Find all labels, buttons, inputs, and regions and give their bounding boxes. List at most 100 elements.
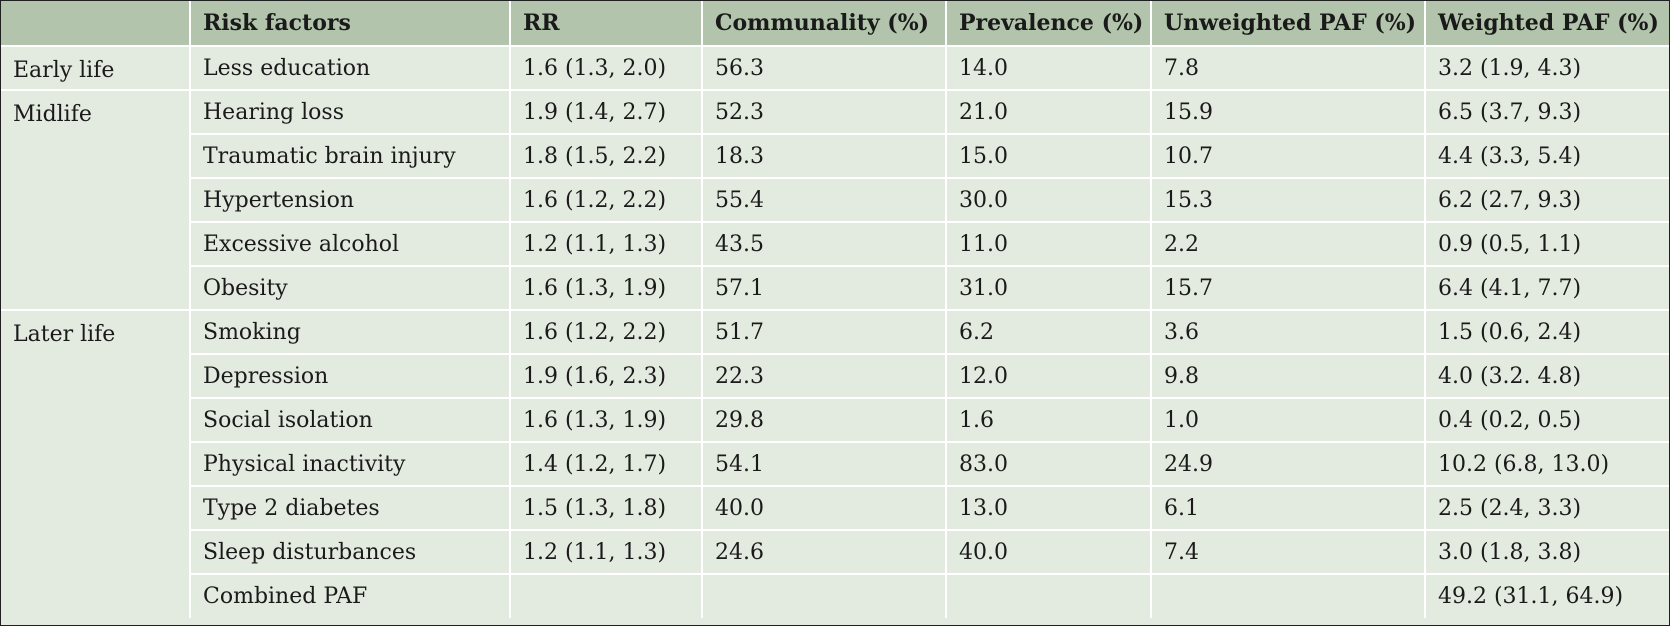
communality-cell: 51.7 bbox=[702, 310, 947, 355]
communality-cell: 52.3 bbox=[702, 90, 947, 135]
table-row: Type 2 diabetes 1.5 (1.3, 1.8) 40.0 13.0 6.1… bbox=[1, 486, 1669, 531]
prevalence-cell: 40.0 bbox=[946, 530, 1152, 575]
prevalence-cell: 21.0 bbox=[946, 90, 1152, 135]
weighted-paf-cell: 4.0 (3.2. 4.8) bbox=[1425, 354, 1669, 399]
unweighted-paf-cell: 3.6 bbox=[1151, 310, 1426, 355]
weighted-paf-cell: 6.2 (2.7, 9.3) bbox=[1425, 178, 1669, 223]
communality-cell: 57.1 bbox=[702, 266, 947, 311]
risk-factor-cell: Depression bbox=[190, 354, 511, 399]
risk-factor-cell: Traumatic brain injury bbox=[190, 134, 511, 179]
life-stage-cell bbox=[1, 574, 191, 618]
unweighted-paf-cell: 15.7 bbox=[1151, 266, 1426, 311]
table-row: Early life Less education 1.6 (1.3, 2.0) 56… bbox=[1, 46, 1669, 91]
risk-factor-cell: Type 2 diabetes bbox=[190, 486, 511, 531]
header-rr: RR bbox=[510, 1, 703, 47]
prevalence-cell: 15.0 bbox=[946, 134, 1152, 179]
table-row: Depression 1.9 (1.6, 2.3) 22.3 12.0 9.8 4.0 (… bbox=[1, 354, 1669, 399]
communality-cell: 43.5 bbox=[702, 222, 947, 267]
risk-factor-cell: Physical inactivity bbox=[190, 442, 511, 487]
weighted-paf-cell: 6.5 (3.7, 9.3) bbox=[1425, 90, 1669, 135]
life-stage-cell: Midlife bbox=[1, 90, 191, 134]
prevalence-cell: 12.0 bbox=[946, 354, 1152, 399]
communality-cell: 29.8 bbox=[702, 398, 947, 443]
weighted-paf-cell: 6.4 (4.1, 7.7) bbox=[1425, 266, 1669, 311]
rr-cell: 1.6 (1.2, 2.2) bbox=[510, 310, 703, 355]
table-row: Combined PAF 49.2 (31.1, 64.9) bbox=[1, 574, 1669, 618]
table-row: Excessive alcohol 1.2 (1.1, 1.3) 43.5 11.0 2… bbox=[1, 222, 1669, 267]
risk-factor-cell: Obesity bbox=[190, 266, 511, 311]
header-risk-factors: Risk factors bbox=[190, 1, 511, 47]
communality-cell: 24.6 bbox=[702, 530, 947, 575]
weighted-paf-cell: 49.2 (31.1, 64.9) bbox=[1438, 584, 1624, 609]
risk-factor-cell: Smoking bbox=[190, 310, 511, 355]
communality-cell: 40.0 bbox=[702, 486, 947, 531]
rr-cell: 1.2 (1.1, 1.3) bbox=[510, 530, 703, 575]
weighted-paf-cell: 0.9 (0.5, 1.1) bbox=[1425, 222, 1669, 267]
rr-cell: 1.6 (1.2, 2.2) bbox=[510, 178, 703, 223]
communality-cell: 18.3 bbox=[702, 134, 947, 179]
life-stage-cell bbox=[1, 530, 191, 574]
prevalence-cell bbox=[946, 574, 1152, 618]
unweighted-paf-cell: 7.8 bbox=[1151, 46, 1426, 91]
rr-cell: 1.8 (1.5, 2.2) bbox=[510, 134, 703, 179]
unweighted-paf-cell: 9.8 bbox=[1151, 354, 1426, 399]
prevalence-cell: 31.0 bbox=[946, 266, 1152, 311]
table-row: Traumatic brain injury 1.8 (1.5, 2.2) 18.3… bbox=[1, 134, 1669, 179]
rr-cell: 1.4 (1.2, 1.7) bbox=[510, 442, 703, 487]
header-unweighted-paf: Unweighted PAF (%) bbox=[1151, 1, 1426, 47]
rr-cell bbox=[510, 574, 703, 618]
prevalence-cell: 14.0 bbox=[946, 46, 1152, 91]
life-stage-cell bbox=[1, 486, 191, 530]
rr-cell: 1.6 (1.3, 1.9) bbox=[510, 266, 703, 311]
unweighted-paf-cell bbox=[1151, 574, 1426, 618]
risk-factor-cell: Sleep disturbances bbox=[190, 530, 511, 575]
header-communality: Communality (%) bbox=[702, 1, 947, 47]
communality-cell: 54.1 bbox=[702, 442, 947, 487]
rr-cell: 1.9 (1.4, 2.7) bbox=[510, 90, 703, 135]
weighted-paf-cell: 4.4 (3.3, 5.4) bbox=[1425, 134, 1669, 179]
unweighted-paf-cell: 15.3 bbox=[1151, 178, 1426, 223]
risk-factor-cell: Excessive alcohol bbox=[190, 222, 511, 267]
risk-factor-cell: Hypertension bbox=[190, 178, 511, 223]
table-row: Later life Smoking 1.6 (1.2, 2.2) 51.7 6.2 3.… bbox=[1, 310, 1669, 355]
prevalence-cell: 11.0 bbox=[946, 222, 1152, 267]
unweighted-paf-cell: 2.2 bbox=[1151, 222, 1426, 267]
risk-factor-cell: Less education bbox=[190, 46, 511, 91]
header-life-stage bbox=[1, 1, 191, 47]
rr-cell: 1.9 (1.6, 2.3) bbox=[510, 354, 703, 399]
weighted-paf-cell: 3.0 (1.8, 3.8) bbox=[1425, 530, 1669, 575]
unweighted-paf-cell: 10.7 bbox=[1151, 134, 1426, 179]
table-header-row: Risk factors RR Communality (%) Prevalen… bbox=[1, 1, 1669, 47]
table-body: Early life Less education 1.6 (1.3, 2.0) 56… bbox=[1, 46, 1669, 618]
communality-cell: 56.3 bbox=[702, 46, 947, 91]
table-row: Obesity 1.6 (1.3, 1.9) 57.1 31.0 15.7 6.4 (4.… bbox=[1, 266, 1669, 311]
life-stage-cell bbox=[1, 178, 191, 222]
rr-cell: 1.2 (1.1, 1.3) bbox=[510, 222, 703, 267]
unweighted-paf-cell: 6.1 bbox=[1151, 486, 1426, 531]
risk-factor-cell: Hearing loss bbox=[190, 90, 511, 135]
table-row: Social isolation 1.6 (1.3, 1.9) 29.8 1.6 1.0… bbox=[1, 398, 1669, 443]
prevalence-cell: 6.2 bbox=[946, 310, 1152, 355]
life-stage-cell: Early life bbox=[1, 46, 191, 91]
risk-factor-cell: Combined PAF bbox=[190, 574, 511, 618]
weighted-paf-cell: 10.2 (6.8, 13.0) bbox=[1425, 442, 1669, 487]
life-stage-cell bbox=[1, 442, 191, 486]
unweighted-paf-cell: 7.4 bbox=[1151, 530, 1426, 575]
unweighted-paf-cell: 24.9 bbox=[1151, 442, 1426, 487]
weighted-paf-cell: 0.4 (0.2, 0.5) bbox=[1425, 398, 1669, 443]
weighted-paf-cell: 1.5 (0.6, 2.4) bbox=[1425, 310, 1669, 355]
header-weighted-paf: Weighted PAF (%) bbox=[1425, 1, 1669, 47]
prevalence-cell: 1.6 bbox=[946, 398, 1152, 443]
table-row: Hypertension 1.6 (1.2, 2.2) 55.4 30.0 15.3 6.… bbox=[1, 178, 1669, 223]
life-stage-cell bbox=[1, 134, 191, 178]
life-stage-cell bbox=[1, 354, 191, 398]
weighted-paf-cell: 3.2 (1.9, 4.3) bbox=[1425, 46, 1669, 91]
table-row: Sleep disturbances 1.2 (1.1, 1.3) 24.6 40.0… bbox=[1, 530, 1669, 575]
communality-cell bbox=[702, 574, 947, 618]
rr-cell: 1.6 (1.3, 1.9) bbox=[510, 398, 703, 443]
communality-cell: 55.4 bbox=[702, 178, 947, 223]
weighted-paf-cell: 2.5 (2.4, 3.3) bbox=[1425, 486, 1669, 531]
life-stage-cell: Later life bbox=[1, 310, 191, 354]
